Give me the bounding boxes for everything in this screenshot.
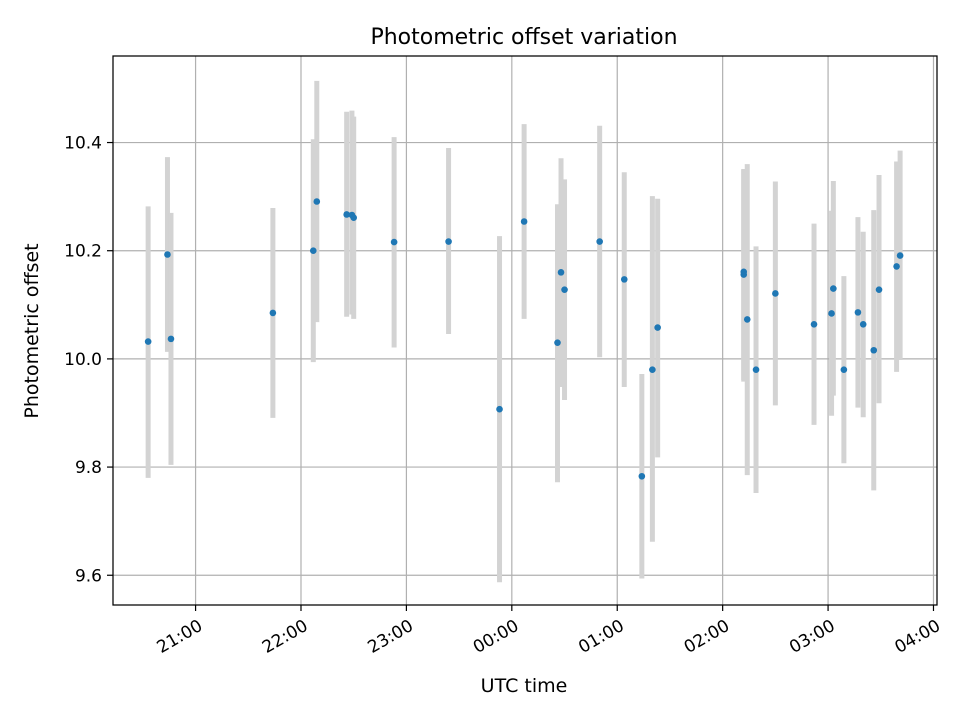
data-point xyxy=(752,366,760,374)
x-tick-label: 00:00 xyxy=(470,616,522,658)
data-point xyxy=(164,251,171,258)
data-point xyxy=(896,252,904,259)
data-point xyxy=(870,346,878,354)
data-point xyxy=(596,238,603,245)
y-tick-label: 9.8 xyxy=(75,458,102,478)
x-tick-label: 04:00 xyxy=(892,616,944,658)
y-axis-label: Photometric offset xyxy=(21,243,43,418)
x-tick-label: 21:00 xyxy=(154,616,206,658)
data-point xyxy=(167,335,175,343)
x-tick-label: 01:00 xyxy=(575,616,627,658)
data-point xyxy=(496,405,503,413)
data-point xyxy=(743,316,751,323)
x-tick-label: 02:00 xyxy=(681,616,733,658)
data-point xyxy=(828,310,835,317)
x-tick-label: 23:00 xyxy=(364,616,416,658)
y-axis-ticks: 9.6 9.8 10.0 10.2 10.4 xyxy=(64,134,113,586)
x-axis-label: UTC time xyxy=(481,675,568,697)
y-tick-label: 9.6 xyxy=(75,566,102,586)
data-point xyxy=(343,211,350,218)
data-point xyxy=(772,290,779,297)
data-point xyxy=(620,276,628,283)
data-point xyxy=(520,218,528,225)
data-point xyxy=(854,309,862,316)
data-point xyxy=(144,338,152,345)
y-tick-label: 10.2 xyxy=(64,242,102,262)
x-axis-ticks: 21:00 22:00 23:00 00:00 01:00 02:00 03:00 04:00 xyxy=(154,605,944,658)
data-point xyxy=(313,198,321,205)
data-point xyxy=(350,214,357,222)
data-point xyxy=(561,286,568,293)
y-tick-label: 10.4 xyxy=(64,134,102,154)
data-point xyxy=(554,339,561,346)
data-point xyxy=(840,366,848,374)
data-point xyxy=(649,366,656,374)
chart-title: Photometric offset variation xyxy=(370,25,677,50)
data-point xyxy=(269,309,277,317)
data-point xyxy=(654,324,661,331)
data-point xyxy=(740,268,748,276)
data-point xyxy=(810,320,818,328)
data-point xyxy=(875,286,883,293)
error-bar-layer xyxy=(145,80,903,583)
x-tick-label: 03:00 xyxy=(786,616,838,658)
data-point xyxy=(830,285,837,292)
y-tick-label: 10.0 xyxy=(64,350,102,370)
data-point xyxy=(309,247,317,255)
data-point xyxy=(893,263,900,270)
plot-frame xyxy=(112,55,938,606)
point-layer xyxy=(144,198,904,480)
data-point xyxy=(557,269,565,276)
data-point xyxy=(859,320,867,328)
data-point xyxy=(390,238,398,246)
data-point xyxy=(445,238,452,245)
x-tick-label: 22:00 xyxy=(259,616,311,658)
data-point xyxy=(638,472,646,480)
